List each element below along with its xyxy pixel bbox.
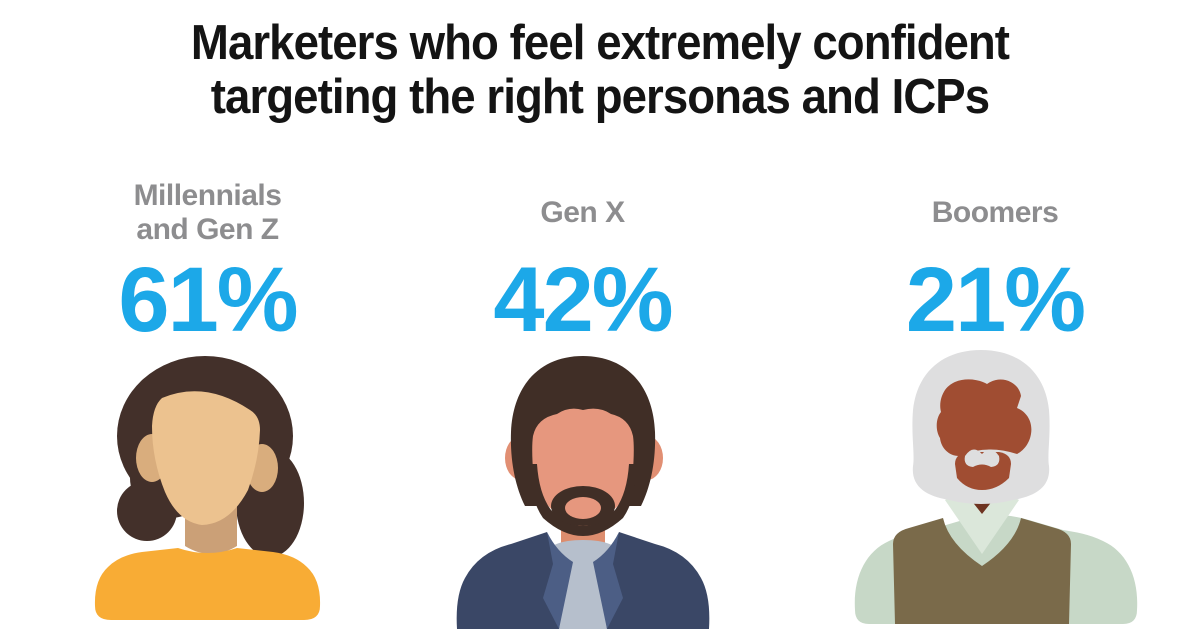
young-woman-avatar-icon	[94, 356, 321, 620]
group-label-line1: Boomers	[931, 196, 1059, 229]
boomer-mustache	[964, 449, 999, 467]
man-jacket-right	[596, 532, 709, 629]
man-hair	[510, 356, 655, 506]
stat-value-millennials-genz: 61%	[118, 249, 298, 351]
group-label-gen-x: Gen X	[540, 178, 625, 248]
man-lapel-left	[542, 532, 573, 629]
middle-aged-man-avatar-icon	[456, 356, 709, 629]
group-label-line2: and Gen Z	[136, 213, 279, 246]
stat-value-gen-x: 42%	[493, 249, 673, 351]
group-label-line1: Gen X	[540, 196, 625, 229]
group-label-boomers: Boomers	[932, 178, 1059, 248]
boomer-face	[936, 379, 1031, 456]
page-title: Marketers who feel extremely confident t…	[0, 16, 1200, 124]
stat-columns: Millennials and Gen Z 61%	[0, 178, 1200, 629]
title-line-1: Marketers who feel extremely confident	[190, 16, 1010, 70]
man-mouth-area	[564, 497, 601, 519]
group-gen-x: Gen X 42%	[415, 178, 750, 629]
boomer-vest	[892, 518, 1071, 624]
boomer-collar	[944, 490, 1019, 554]
group-boomers: Boomers 21%	[750, 178, 1200, 629]
group-label-line1: Millennials	[133, 179, 282, 212]
woman-face	[152, 391, 260, 525]
older-man-avatar-icon	[854, 350, 1137, 624]
stat-value-boomers: 21%	[905, 249, 1086, 351]
title-line-2: targeting the right personas and ICPs	[210, 70, 990, 124]
infographic: Marketers who feel extremely confident t…	[0, 16, 1200, 643]
group-millennials-genz: Millennials and Gen Z 61%	[0, 178, 415, 629]
woman-shirt	[94, 548, 321, 620]
man-jacket-left	[456, 532, 569, 629]
man-face	[531, 384, 634, 522]
group-label-millennials-genz: Millennials and Gen Z	[134, 178, 282, 248]
man-lapel-right	[592, 532, 623, 629]
